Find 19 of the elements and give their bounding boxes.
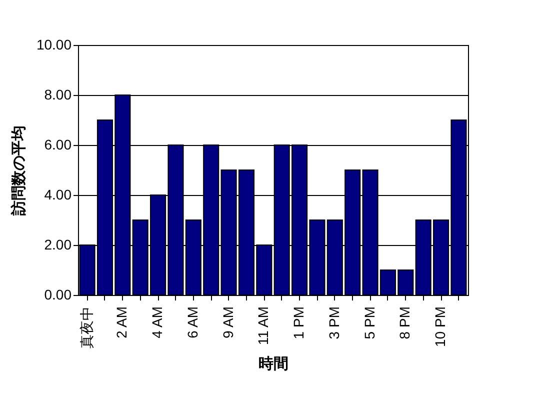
y-tick-label: 8.00 (44, 86, 72, 102)
x-tick-label: 10 PM (432, 306, 448, 347)
y-tick-label: 6.00 (44, 136, 72, 152)
y-tick-label: 10.00 (36, 36, 72, 52)
x-tick-label: 5 PM (361, 306, 378, 340)
y-tick-label: 2.00 (44, 236, 72, 252)
x-tick-label: 2 AM (114, 306, 130, 338)
y-tick-label: 4.00 (44, 186, 72, 202)
x-tick-label: 6 AM (184, 306, 200, 338)
x-tick-label: 3 PM (326, 306, 342, 340)
x-tick-label: 9 AM (220, 306, 236, 338)
y-tick-label: 0.00 (44, 286, 72, 302)
y-axis-title: 訪問数の平均 (9, 126, 28, 216)
x-tick-label: 真夜中 (78, 306, 94, 348)
x-tick-label: 8 PM (396, 306, 413, 340)
x-axis-title: 時間 (258, 356, 288, 372)
x-tick-label: 1 PM (290, 306, 307, 340)
x-tick-label: 11 AM (255, 306, 272, 346)
x-tick-label: 4 AM (149, 306, 166, 338)
